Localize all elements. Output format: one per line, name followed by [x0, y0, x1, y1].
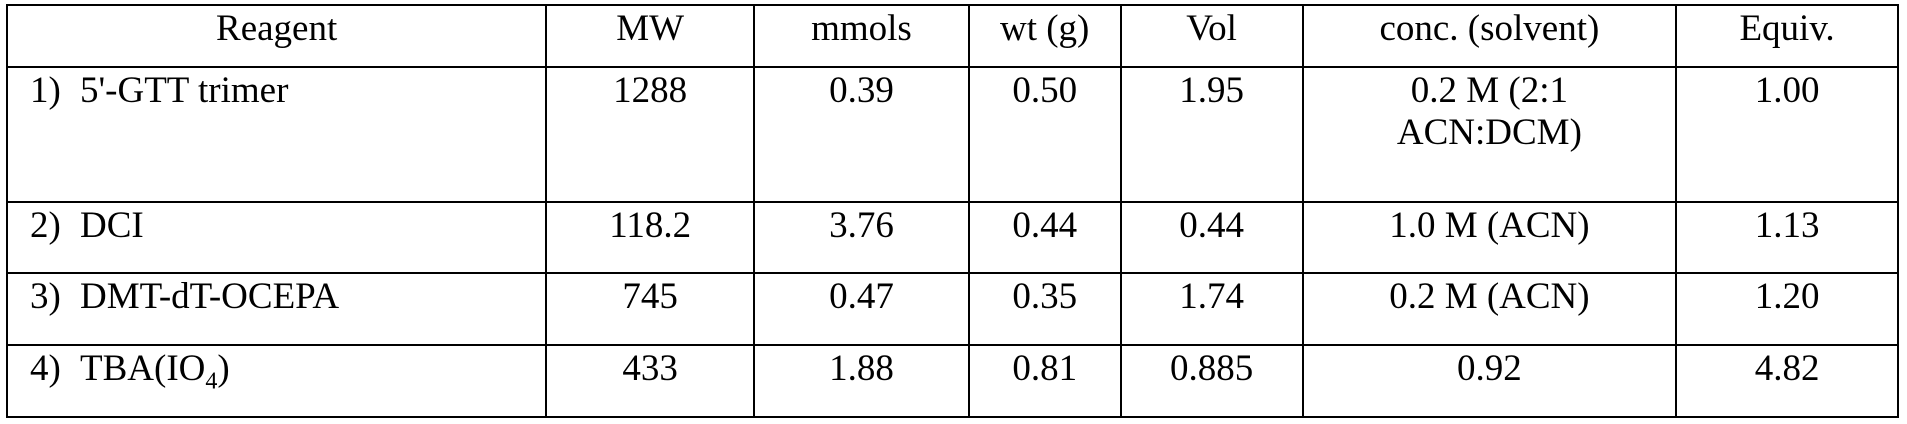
header-cell: conc. (solvent) [1303, 5, 1677, 67]
page: ReagentMWmmolswt (g)Volconc. (solvent)Eq… [0, 0, 1907, 424]
data-row: 4)TBA(IO4)4331.880.810.8850.924.82 [7, 345, 1898, 417]
data-cell: 0.2 M (ACN) [1303, 273, 1677, 345]
data-row: 3)DMT-dT-OCEPA7450.470.351.740.2 M (ACN)… [7, 273, 1898, 345]
data-cell: 1.74 [1121, 273, 1303, 345]
header-cell: wt (g) [969, 5, 1121, 67]
data-row: 1)5'-GTT trimer12880.390.501.950.2 M (2:… [7, 67, 1898, 202]
data-cell: 433 [546, 345, 754, 417]
cell-line: ACN:DCM) [1397, 112, 1582, 153]
data-cell: 0.44 [969, 202, 1121, 274]
header-row: ReagentMWmmolswt (g)Volconc. (solvent)Eq… [7, 5, 1898, 67]
reagent-cell: 2)DCI [7, 202, 546, 274]
row-number: 4) [30, 348, 80, 390]
header-cell: MW [546, 5, 754, 67]
data-cell: 0.39 [754, 67, 969, 202]
table-body: ReagentMWmmolswt (g)Volconc. (solvent)Eq… [7, 5, 1898, 417]
data-cell: 0.50 [969, 67, 1121, 202]
reagent-cell: 3)DMT-dT-OCEPA [7, 273, 546, 345]
row-number: 2) [30, 205, 80, 247]
reagent-name: DCI [80, 205, 144, 246]
header-cell: Vol [1121, 5, 1303, 67]
reagent-cell: 4)TBA(IO4) [7, 345, 546, 417]
data-cell: 0.2 M (2:1ACN:DCM) [1303, 67, 1677, 202]
data-cell: 0.81 [969, 345, 1121, 417]
data-cell: 1288 [546, 67, 754, 202]
reagent-name: DMT-dT-OCEPA [80, 276, 339, 317]
reagent-name: TBA(IO [80, 348, 205, 389]
row-number: 1) [30, 70, 80, 112]
reagent-table: ReagentMWmmolswt (g)Volconc. (solvent)Eq… [6, 4, 1899, 418]
data-cell: 118.2 [546, 202, 754, 274]
reagent-subscript: 4 [205, 369, 217, 395]
reagent-name: 5'-GTT trimer [80, 70, 288, 111]
data-cell: 0.44 [1121, 202, 1303, 274]
data-row: 2)DCI118.23.760.440.441.0 M (ACN)1.13 [7, 202, 1898, 274]
reagent-cell: 1)5'-GTT trimer [7, 67, 546, 202]
cell-line: 0.2 M (2:1 [1411, 70, 1568, 111]
data-cell: 1.0 M (ACN) [1303, 202, 1677, 274]
data-cell: 1.20 [1676, 273, 1898, 345]
header-cell: mmols [754, 5, 969, 67]
data-cell: 1.88 [754, 345, 969, 417]
header-cell: Equiv. [1676, 5, 1898, 67]
data-cell: 1.13 [1676, 202, 1898, 274]
row-number: 3) [30, 276, 80, 318]
data-cell: 0.92 [1303, 345, 1677, 417]
data-cell: 1.00 [1676, 67, 1898, 202]
data-cell: 745 [546, 273, 754, 345]
data-cell: 0.35 [969, 273, 1121, 345]
header-cell: Reagent [7, 5, 546, 67]
reagent-name-tail: ) [217, 348, 229, 389]
data-cell: 0.885 [1121, 345, 1303, 417]
data-cell: 0.47 [754, 273, 969, 345]
data-cell: 4.82 [1676, 345, 1898, 417]
data-cell: 3.76 [754, 202, 969, 274]
data-cell: 1.95 [1121, 67, 1303, 202]
